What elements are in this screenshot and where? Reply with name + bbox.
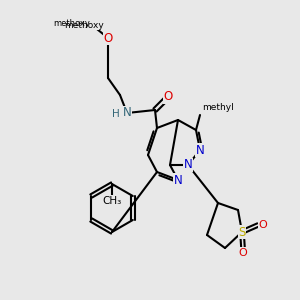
Text: O: O	[103, 32, 112, 44]
Text: O: O	[259, 220, 267, 230]
Text: methoxy: methoxy	[64, 20, 104, 29]
Text: O: O	[164, 91, 172, 103]
Text: CH₃: CH₃	[102, 196, 122, 206]
Text: S: S	[238, 226, 246, 238]
Text: O: O	[238, 248, 247, 258]
Text: H: H	[112, 109, 120, 119]
Text: methoxy: methoxy	[53, 20, 90, 28]
Text: methyl: methyl	[202, 103, 234, 112]
Text: N: N	[184, 158, 192, 172]
Text: N: N	[174, 173, 182, 187]
Text: N: N	[196, 143, 204, 157]
Text: N: N	[123, 106, 131, 119]
